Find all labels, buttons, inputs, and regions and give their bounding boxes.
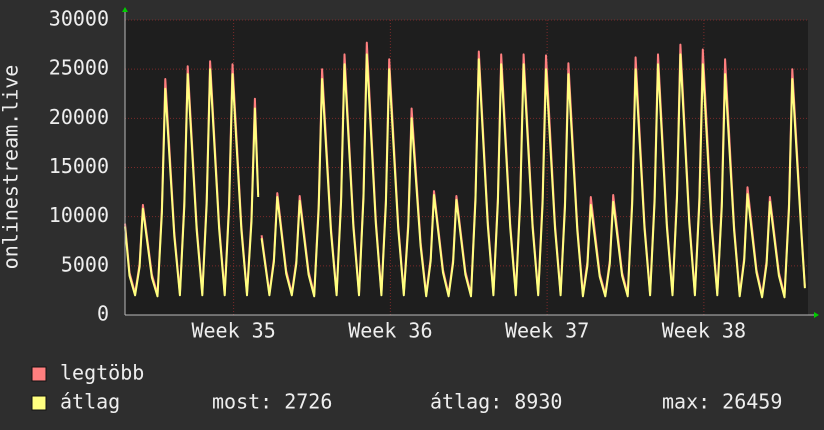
legend-label: átlag	[60, 390, 120, 414]
stat-value: 2726	[284, 390, 332, 414]
x-tick-label: Week 38	[662, 319, 746, 343]
legend-swatch	[31, 366, 47, 382]
y-tick-label: 15000	[49, 154, 109, 178]
y-tick-label: 0	[97, 302, 109, 326]
stat-label: most:	[212, 390, 272, 414]
stat-value: 8930	[514, 390, 562, 414]
y-tick-label: 5000	[61, 252, 109, 276]
y-axis-label: onlinestream.live	[0, 65, 23, 270]
axis-arrow	[814, 312, 819, 318]
stat-label: átlag:	[430, 390, 502, 414]
axis-arrow	[122, 7, 128, 12]
legend-label: legtöbb	[60, 361, 144, 385]
y-tick-label: 10000	[49, 203, 109, 227]
y-tick-label: 20000	[49, 105, 109, 129]
x-tick-label: Week 36	[348, 319, 432, 343]
stat-value: 26459	[722, 390, 782, 414]
series-line	[124, 53, 806, 299]
y-tick-label: 25000	[49, 56, 109, 80]
legend-swatch	[31, 395, 47, 411]
x-tick-label: Week 37	[505, 319, 589, 343]
y-tick-label: 30000	[49, 7, 109, 31]
stat-label: max:	[662, 390, 710, 414]
x-tick-label: Week 35	[191, 319, 275, 343]
